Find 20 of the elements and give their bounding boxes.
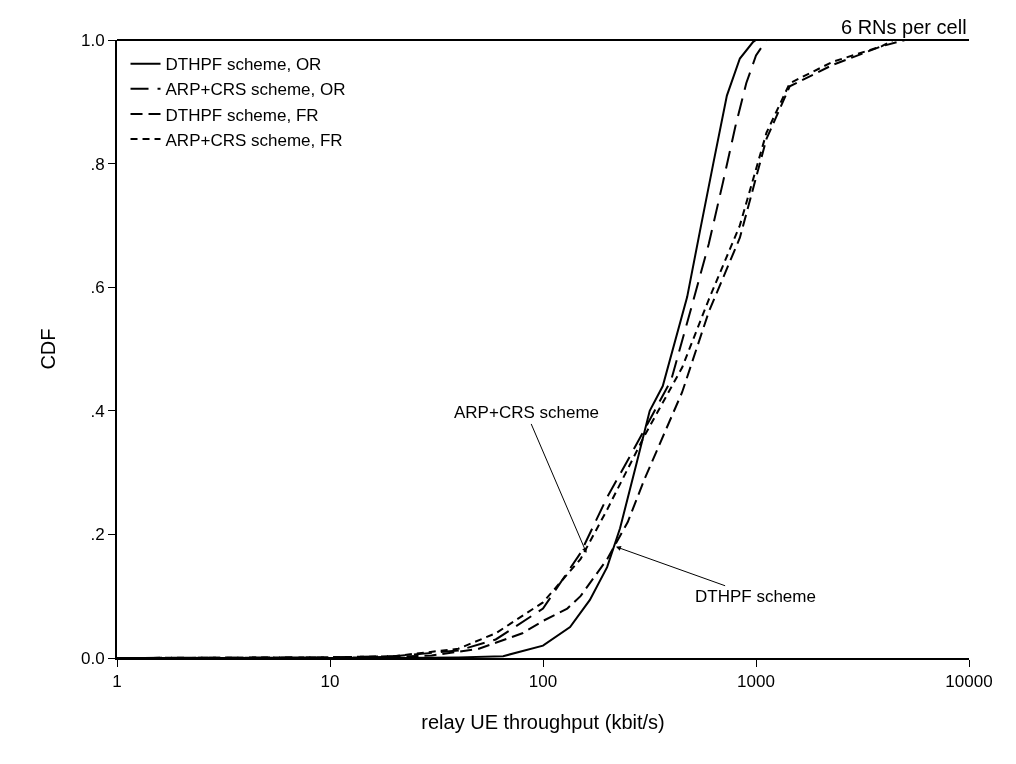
x-tick-label: 100: [528, 672, 558, 692]
x-tick-label: 10000: [945, 672, 993, 692]
legend-label: ARP+CRS scheme, FR: [165, 130, 343, 150]
y-tick-label: 0.0: [80, 648, 105, 668]
y-tick-label: .4: [90, 401, 105, 421]
legend-label: DTHPF scheme, OR: [165, 55, 322, 75]
y-tick-label: .8: [90, 154, 105, 174]
y-tick-label: .6: [90, 278, 105, 298]
text: 6 RNs per cell: [841, 16, 967, 38]
y-tick-label: 1.0: [80, 30, 105, 50]
y-axis-title: CDF: [36, 328, 59, 370]
y-tick-label: .2: [90, 525, 105, 545]
annotation: DTHPF scheme: [695, 587, 816, 606]
legend-label: DTHPF scheme, FR: [165, 105, 319, 125]
x-tick-label: 1000: [737, 672, 775, 692]
x-axis-title: relay UE throughput (kbit/s): [421, 711, 665, 734]
annotation: ARP+CRS scheme: [454, 403, 600, 422]
x-tick-label: 1: [112, 672, 122, 692]
legend-label: ARP+CRS scheme, OR: [165, 80, 346, 100]
x-tick-label: 10: [320, 672, 340, 692]
